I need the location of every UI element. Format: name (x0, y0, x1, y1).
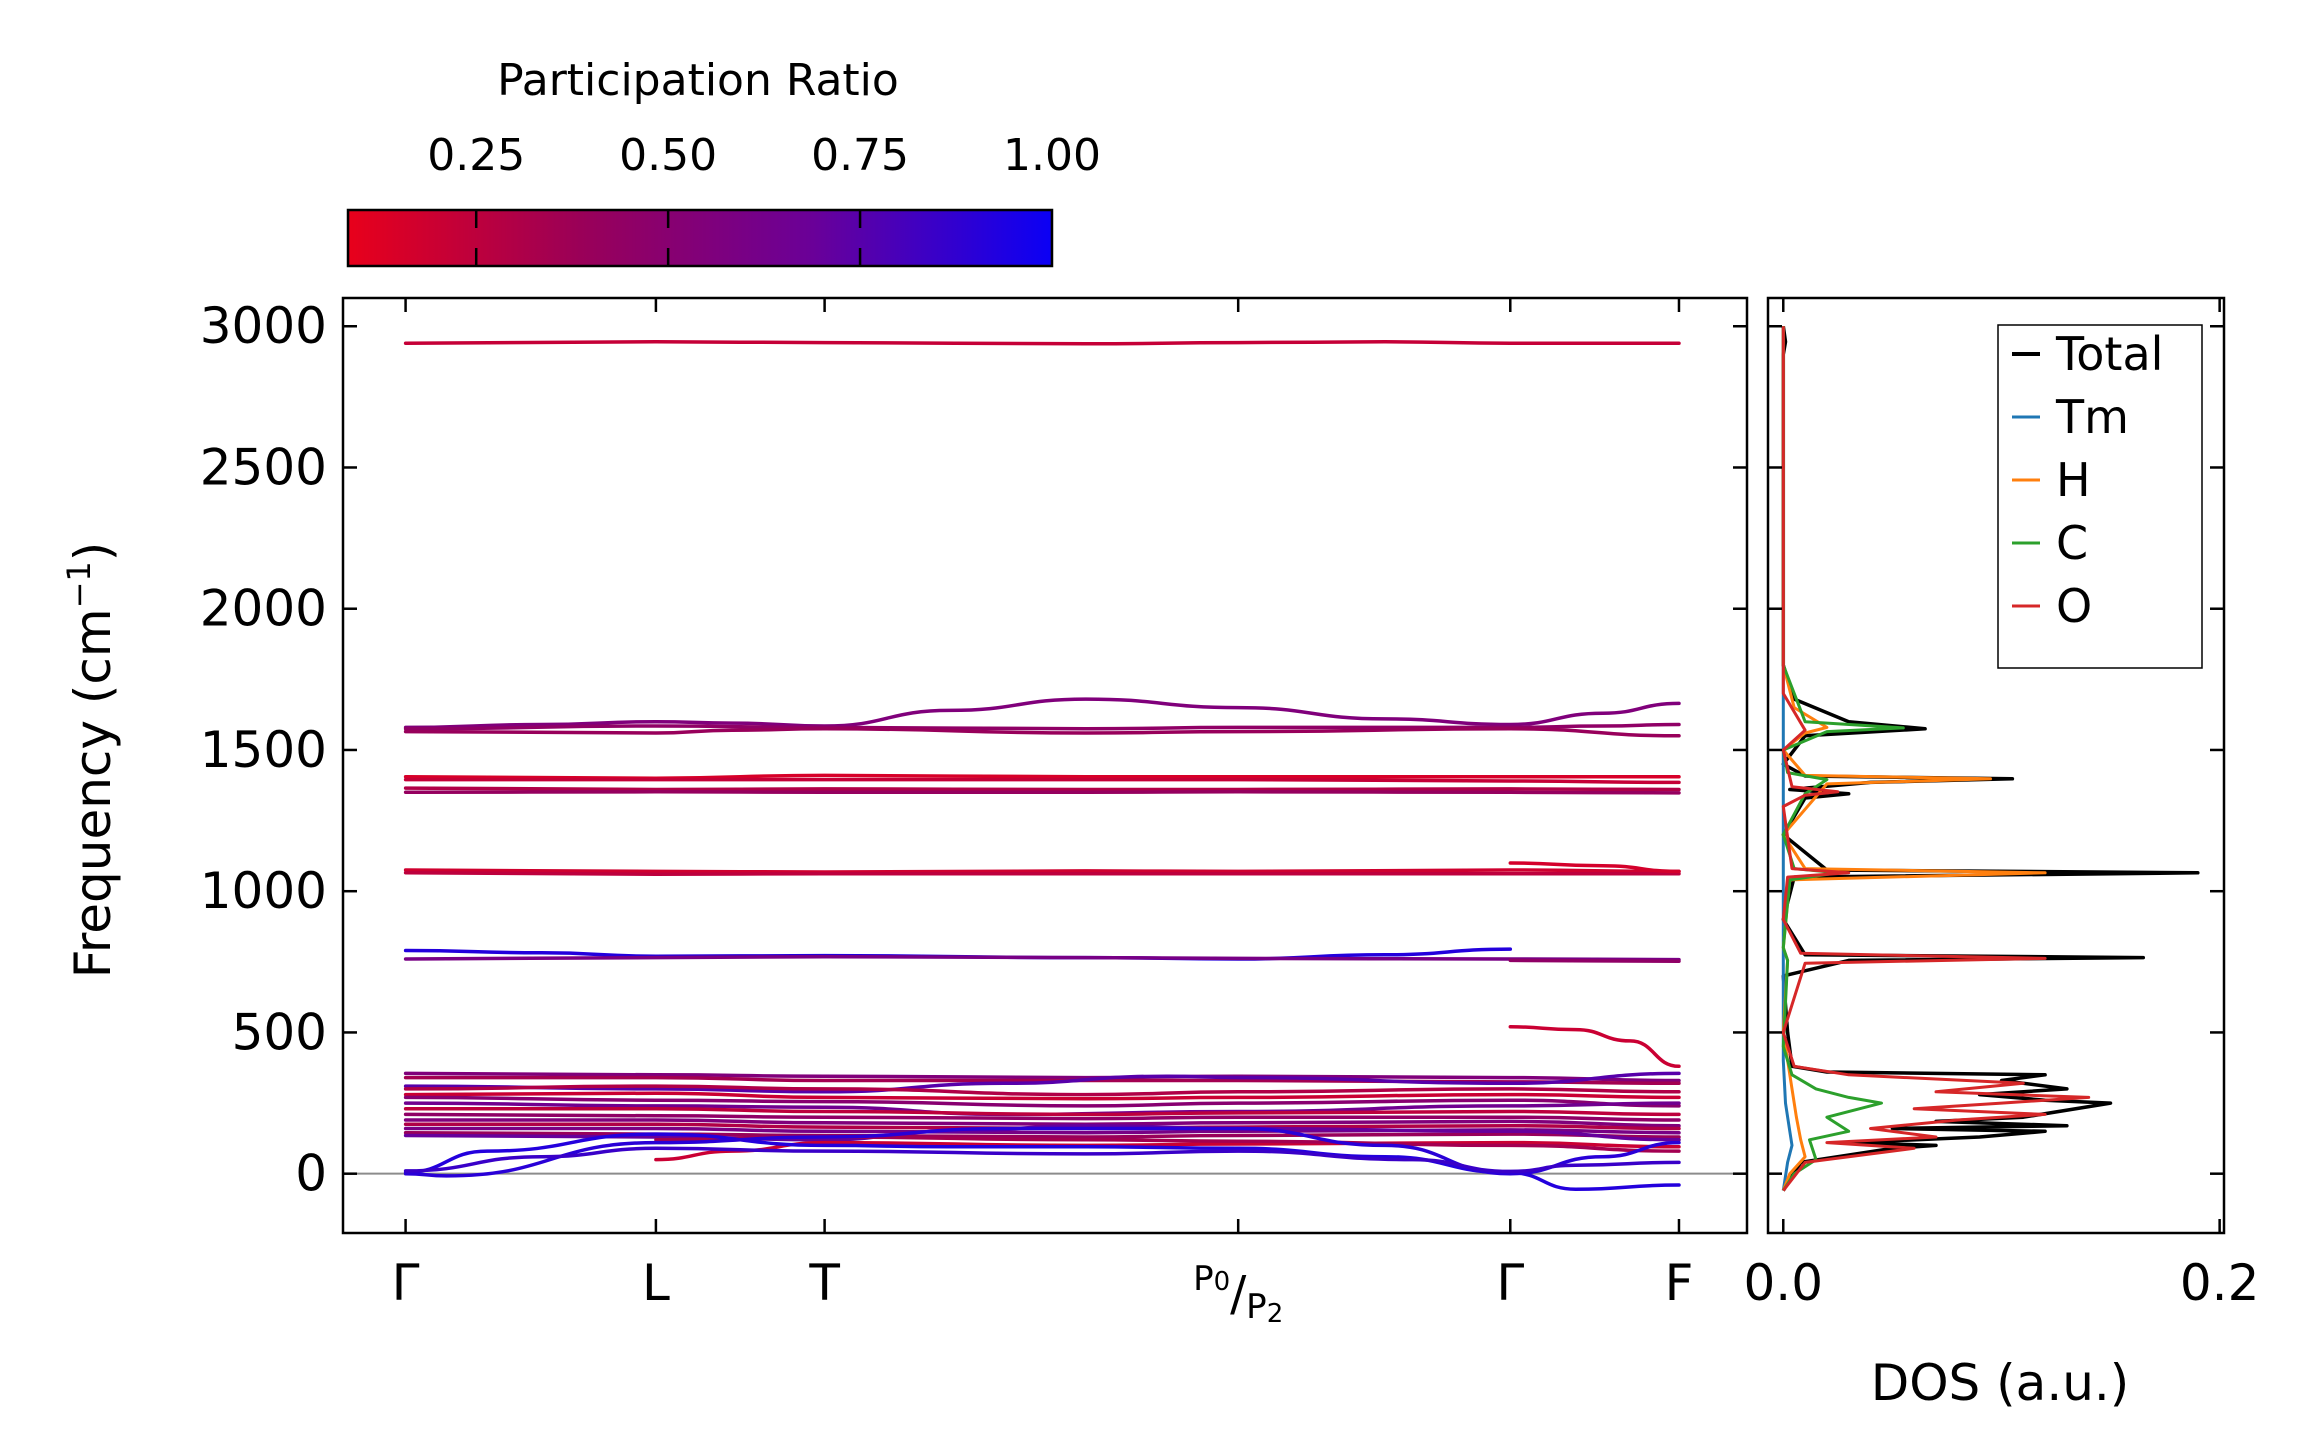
phonon-band (403, 871, 1681, 877)
y-axis-label-text: Frequency (cm (64, 608, 122, 978)
band-plot-frame (341, 296, 1749, 1235)
y-tick-label: 3000 (200, 297, 327, 355)
special-label-p2-sub: 2 (1267, 1299, 1284, 1329)
svg-text:P0: P0 (1193, 1259, 1230, 1299)
y-axis-label: Frequency (cm−1) (60, 542, 122, 979)
special-label-p0: P (1193, 1259, 1214, 1299)
phonon-band (403, 790, 1681, 795)
special-point-label: P0 / P2 (1193, 1259, 1283, 1329)
x-tick-label: Γ (1496, 1254, 1524, 1312)
y-tick-label: 2000 (200, 580, 327, 638)
svg-text:/: / (1230, 1266, 1247, 1322)
phonon-band (403, 1071, 1681, 1083)
phonon-band (1508, 958, 1681, 964)
legend-label-tm: Tm (2055, 390, 2129, 444)
x-tick-label: L (642, 1254, 670, 1312)
dos-x-tick-label: 0.0 (1744, 1254, 1824, 1312)
dos-plot-frame (1766, 296, 2226, 1235)
colorbar-tick-label: 0.25 (427, 130, 525, 181)
y-tick-label: 2500 (200, 438, 327, 496)
phonon-band (403, 1071, 1681, 1094)
colorbar-tick-label: 0.75 (811, 130, 909, 181)
y-tick-label: 1500 (200, 721, 327, 779)
phonon-band (403, 697, 1681, 730)
phonon-band (403, 1112, 1681, 1122)
dos-curve-h (1781, 326, 2047, 1192)
svg-text:Frequency (cm−1): Frequency (cm−1) (60, 542, 122, 979)
dos-panel: 0.0 0.2 DOS (a.u.) Total Tm HCO (1744, 296, 2260, 1412)
dos-x-axis-label: DOS (a.u.) (1871, 1354, 2130, 1412)
colorbar-tick-label: 1.00 (1003, 130, 1101, 181)
dos-x-tick-label: 0.2 (2180, 1254, 2260, 1312)
band-structure-panel: 0 500 1000 1500 2000 2500 3000 Γ L T Γ F Frequency… (60, 296, 1749, 1329)
colorbar-tick-label: 0.50 (619, 130, 717, 181)
phonon-band (403, 340, 1681, 346)
phonon-bands (403, 340, 1681, 1191)
legend-label-o: O (2056, 579, 2092, 633)
dos-curves (1781, 325, 2200, 1192)
special-label-p2: P (1246, 1287, 1267, 1327)
phonon-band (403, 722, 1681, 731)
colorbar-ticks (474, 210, 862, 266)
phonon-band (403, 773, 1681, 780)
phonon-band (1508, 1025, 1681, 1069)
phonon-band (403, 868, 1681, 874)
dos-curve-c (1781, 326, 1905, 1192)
phonon-band (1508, 861, 1681, 874)
x-tick-label: Γ (392, 1254, 420, 1312)
phonon-band (403, 954, 1681, 962)
phonon-band (403, 1126, 1681, 1178)
colorbar-gradient (346, 208, 1054, 268)
legend-frame (1997, 324, 2203, 669)
legend-label-total: Total (2055, 327, 2163, 381)
phonon-band (403, 1106, 1681, 1117)
phonon-band (403, 1146, 1681, 1174)
y-tick-label: 500 (232, 1003, 327, 1061)
x-tick-label: F (1665, 1254, 1694, 1312)
phonon-band (403, 1084, 1681, 1097)
dos-y-ticks (1768, 324, 2224, 1175)
legend-label-h: H (2056, 453, 2091, 507)
y-axis-label-sup: −1 (60, 561, 98, 608)
y-tick-label: 0 (295, 1145, 327, 1203)
dos-x-ticks: 0.0 0.2 (1744, 298, 2260, 1312)
phonon-band (403, 777, 1681, 785)
dos-legend: Total Tm HCO (1997, 324, 2203, 669)
phonon-band (403, 1095, 1681, 1108)
colorbar-tick-labels: 0.25 0.50 0.75 1.00 (427, 130, 1101, 181)
dos-curve-o (1781, 326, 2091, 1192)
dos-curve-tm (1781, 326, 1794, 1191)
phonon-band (403, 727, 1681, 738)
colorbar: Participation Ratio 0.25 0.50 0.75 1.00 (346, 55, 1101, 268)
svg-text:P2: P2 (1246, 1287, 1283, 1329)
phonon-band (403, 1091, 1681, 1101)
y-axis-label-tail: ) (64, 542, 122, 562)
legend-label-c: C (2056, 516, 2088, 570)
special-label-p0-sub: 0 (1214, 1267, 1231, 1297)
colorbar-title: Participation Ratio (497, 55, 899, 106)
band-y-ticks: 0 500 1000 1500 2000 2500 3000 (200, 297, 1747, 1203)
phonon-band (403, 786, 1681, 792)
y-tick-label: 1000 (200, 862, 327, 920)
x-tick-label: T (808, 1254, 840, 1312)
